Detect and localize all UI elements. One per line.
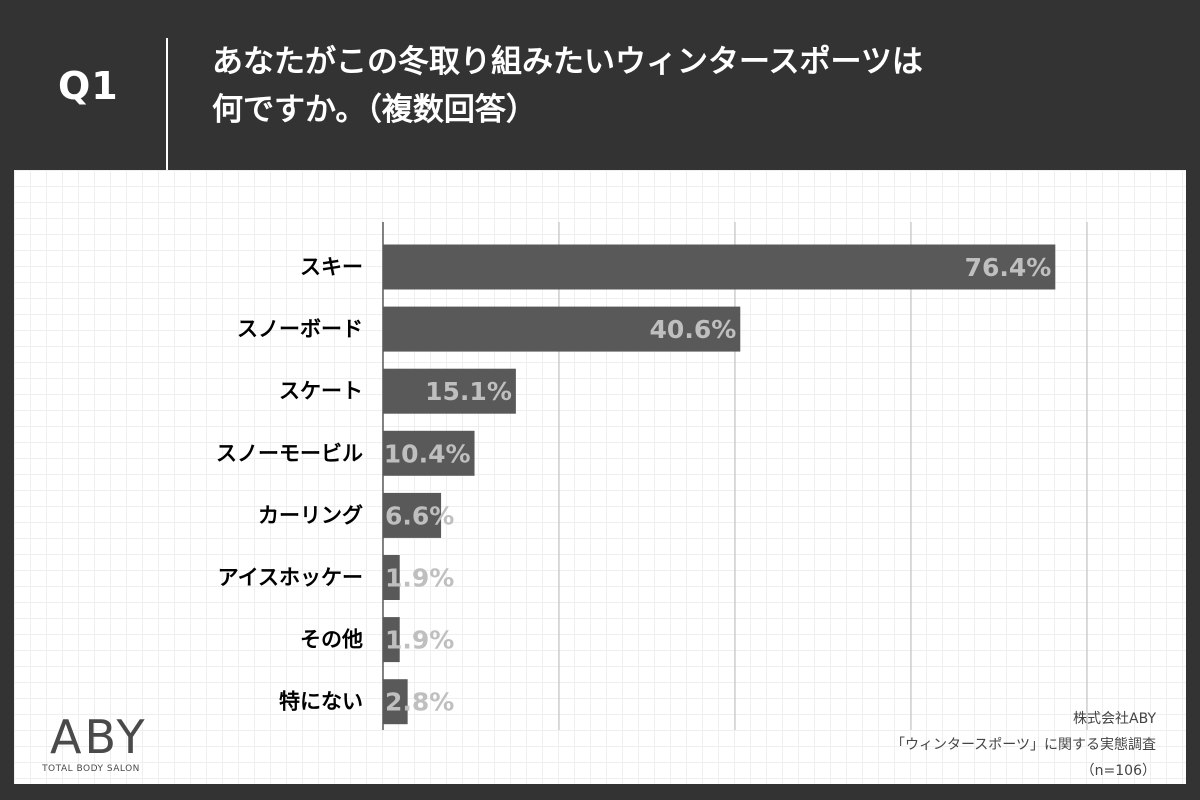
question-title-line2: 何ですか。（複数回答） [212, 92, 537, 128]
question-title: あなたがこの冬取り組みたいウィンタースポーツは 何ですか。（複数回答） [212, 38, 1112, 134]
logo-mark: ABY [50, 710, 148, 764]
bar [383, 617, 400, 663]
source-company: 株式会社ABY [1073, 711, 1156, 727]
category-label: その他 [300, 628, 363, 652]
category-label: アイスホッケー [218, 566, 363, 590]
value-label: 76.4% [965, 253, 1052, 282]
category-label: スキー [300, 255, 363, 279]
source-sample: （n=106） [1080, 763, 1156, 779]
bar-chart: スキー 76.4% スノーボード 40.6% スケート 15.1% スノーモービル 10.4%… [216, 222, 1088, 730]
value-label: 40.6% [650, 315, 737, 344]
question-title-line1: あなたがこの冬取り組みたいウィンタースポーツは [212, 44, 923, 80]
logo-subtitle: TOTAL BODY SALON [42, 764, 140, 774]
chart-panel: スキー 76.4% スノーボード 40.6% スケート 15.1% スノーモービル 10.4%… [14, 170, 1186, 784]
bar [383, 244, 1056, 290]
bar [383, 430, 475, 476]
category-label: カーリング [258, 503, 363, 527]
aby-logo: ABY TOTAL BODY SALON [36, 710, 146, 778]
bar [383, 492, 442, 538]
category-label: スケート [279, 379, 363, 403]
bar [383, 679, 408, 725]
source-note: 株式会社ABY 「ウィンタースポーツ」に関する実態調査 （n=106） [891, 706, 1156, 784]
category-label: スノーモービル [216, 441, 363, 465]
source-survey: 「ウィンタースポーツ」に関する実態調査 [890, 737, 1156, 753]
header: Q1 あなたがこの冬取り組みたいウィンタースポーツは 何ですか。（複数回答） [0, 0, 1200, 170]
value-label: 1.9% [385, 626, 454, 655]
category-label: 特にない [279, 690, 363, 714]
header-divider [166, 38, 168, 170]
bar [383, 306, 741, 352]
value-label: 1.9% [385, 564, 454, 593]
bar [383, 368, 516, 414]
category-label: スノーボード [237, 317, 363, 341]
value-label: 15.1% [425, 377, 512, 406]
value-label: 6.6% [385, 501, 454, 530]
bar [383, 555, 400, 600]
question-label: Q1 [58, 64, 119, 108]
value-label: 2.8% [385, 688, 454, 717]
value-label: 10.4% [384, 439, 471, 468]
